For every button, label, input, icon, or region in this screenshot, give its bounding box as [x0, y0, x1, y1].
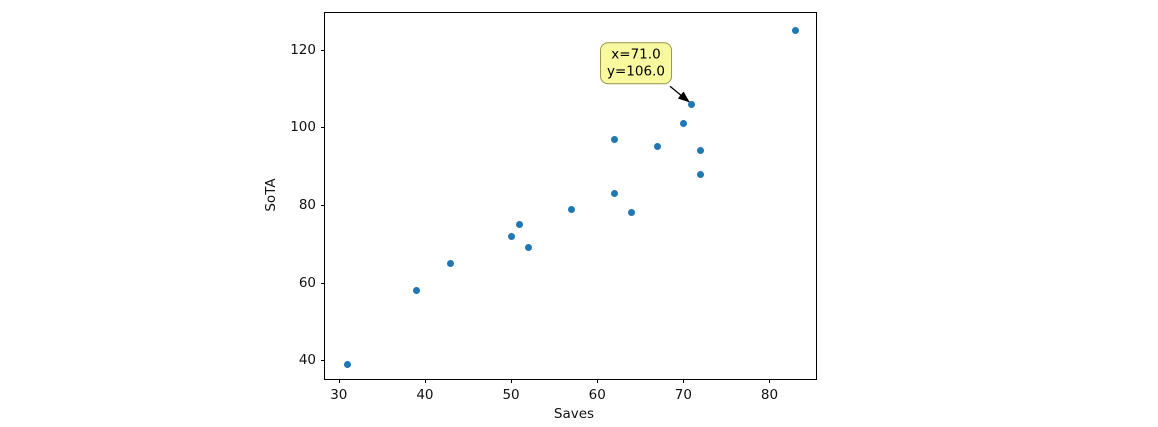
annotation-tooltip: x=71.0 y=106.0 [600, 42, 672, 85]
data-point [447, 259, 455, 267]
data-point [628, 209, 636, 217]
x-tick-label: 40 [416, 387, 434, 403]
y-tick-mark [321, 205, 325, 207]
annotation-arrow [669, 85, 690, 103]
y-tick-mark [321, 127, 325, 129]
plot-area: x=71.0 y=106.0 30 40 50 60 70 80 40 60 80 100 120 [290, 12, 817, 403]
data-point [524, 244, 532, 252]
data-point [610, 135, 618, 143]
data-point [507, 232, 515, 240]
y-tick-mark [321, 49, 325, 51]
data-point [791, 26, 799, 34]
data-point [343, 360, 351, 368]
x-axis-label: Saves [553, 406, 595, 422]
y-tick-label: 40 [298, 352, 316, 369]
data-point [697, 170, 705, 178]
annotation-line-x: x=71.0 [611, 46, 661, 63]
y-tick-label: 100 [290, 119, 316, 136]
data-point [688, 100, 696, 108]
y-tick-label: 60 [298, 274, 316, 291]
x-tick-mark [338, 379, 340, 383]
x-tick-mark [597, 379, 599, 383]
x-tick-mark [424, 379, 426, 383]
data-point [412, 287, 420, 294]
y-tick-mark [321, 282, 325, 284]
x-tick-label: 60 [588, 387, 606, 403]
y-tick-mark [321, 360, 325, 362]
data-point [567, 205, 575, 213]
annotation-line-y: y=106.0 [607, 63, 665, 80]
y-tick-label: 80 [298, 197, 316, 214]
data-point [610, 189, 618, 197]
x-tick-mark [769, 379, 771, 383]
x-tick-label: 50 [502, 387, 520, 403]
x-tick-label: 80 [760, 387, 779, 403]
data-point [516, 221, 524, 229]
x-tick-mark [683, 379, 685, 383]
x-tick-label: 30 [330, 387, 348, 403]
data-point [679, 120, 687, 128]
data-point [654, 143, 661, 151]
x-tick-mark [511, 379, 513, 383]
x-tick-label: 70 [674, 387, 692, 403]
data-point [697, 147, 705, 155]
y-tick-label: 120 [290, 41, 316, 58]
y-axis-label: SoTA [263, 178, 279, 212]
